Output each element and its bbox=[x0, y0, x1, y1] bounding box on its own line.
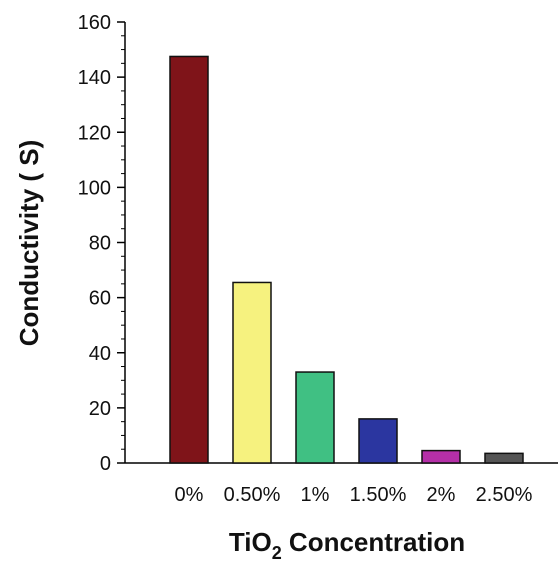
bar bbox=[295, 371, 335, 464]
bar bbox=[169, 55, 209, 464]
bar bbox=[421, 449, 461, 464]
y-tick-label: 140 bbox=[78, 67, 111, 89]
x-tick-label: 2.50% bbox=[476, 484, 533, 506]
x-axis-title-rest: Concentration bbox=[282, 527, 465, 557]
y-tick-label: 20 bbox=[89, 398, 111, 420]
x-tick-label: 1% bbox=[301, 484, 330, 506]
x-tick-label: 1.50% bbox=[350, 484, 407, 506]
bar bbox=[358, 418, 398, 464]
y-tick-label: 40 bbox=[89, 343, 111, 365]
y-axis-title: Conductivity ( S) bbox=[14, 140, 44, 347]
x-tick-labels: 0% 0.50% 1% 1.50% 2% 2.50% bbox=[175, 484, 533, 506]
x-axis-title-subscript: 2 bbox=[272, 543, 282, 563]
y-tick-label: 0 bbox=[100, 453, 111, 475]
bar bbox=[484, 452, 524, 464]
x-axis-title: TiO2 Concentration bbox=[229, 527, 465, 563]
x-tick-label: 2% bbox=[427, 484, 456, 506]
y-tick-labels: 0 20 40 60 80 100 120 140 160 bbox=[78, 12, 111, 475]
x-tick-label: 0% bbox=[175, 484, 204, 506]
x-tick-label: 0.50% bbox=[224, 484, 281, 506]
bars-group bbox=[169, 55, 524, 464]
y-tick-label: 80 bbox=[89, 233, 111, 255]
x-axis-title-main: TiO bbox=[229, 527, 272, 557]
y-tick-label: 60 bbox=[89, 288, 111, 310]
bar bbox=[232, 281, 272, 464]
y-tick-label: 100 bbox=[78, 177, 111, 199]
y-tick-label: 120 bbox=[78, 122, 111, 144]
y-tick-label: 160 bbox=[78, 12, 111, 34]
